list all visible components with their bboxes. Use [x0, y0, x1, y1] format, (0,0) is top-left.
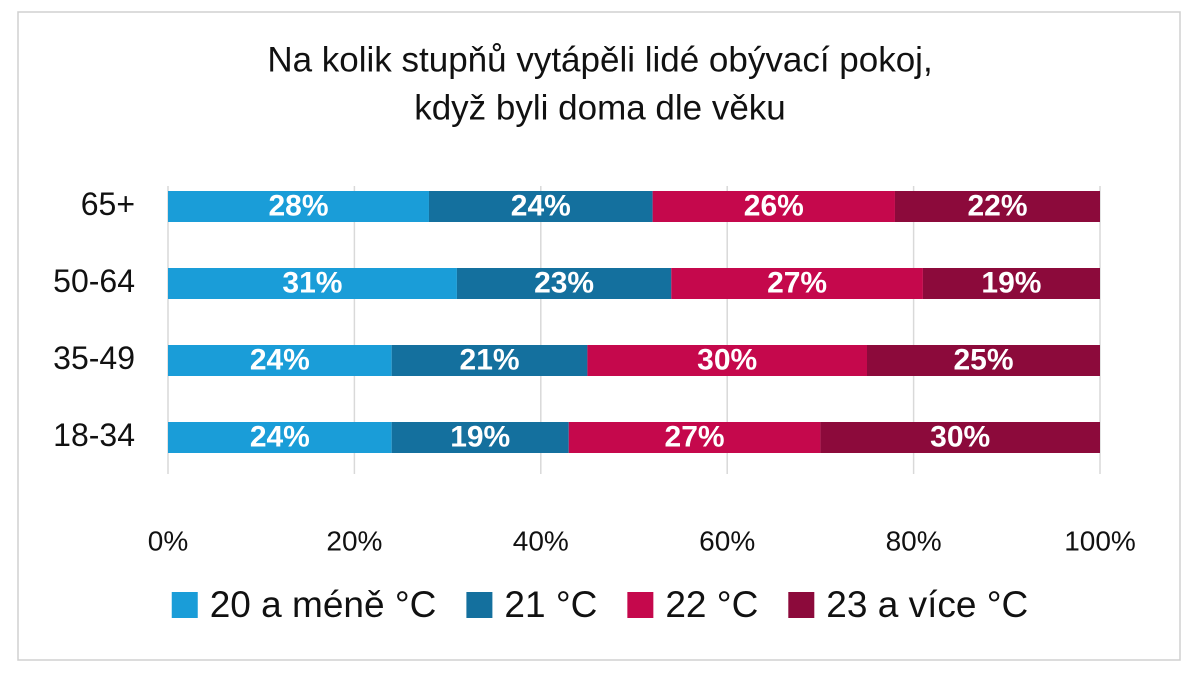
- bar-segment: [456, 268, 672, 299]
- bar-segment: [391, 345, 588, 376]
- value-label: 27%: [767, 266, 827, 299]
- x-tick-label: 20%: [326, 525, 382, 556]
- bars: 65+ 28% 24% 26% 22% 50-64 31% 23% 27% 19% 35-49 24%…: [53, 186, 1100, 453]
- legend-swatch: [171, 592, 198, 618]
- bar-segment: [671, 268, 923, 299]
- value-label: 30%: [930, 420, 990, 453]
- value-label: 24%: [250, 343, 310, 376]
- bar-segment: [168, 345, 392, 376]
- legend-swatch: [627, 592, 654, 618]
- legend-swatch: [466, 592, 493, 618]
- bar-segment: [922, 268, 1100, 299]
- chart-title: Na kolik stupňů vytápěli lidé obývací po…: [267, 40, 932, 79]
- bar-segment: [587, 345, 867, 376]
- chart-frame: [17, 11, 1181, 661]
- bar-segment: [820, 422, 1100, 453]
- value-label: 24%: [511, 189, 571, 222]
- x-tick-label: 100%: [1064, 525, 1136, 556]
- value-label: 24%: [250, 420, 310, 453]
- bar-segment: [652, 191, 895, 222]
- y-tick-label: 35-49: [53, 340, 135, 376]
- y-tick-label: 18-34: [53, 417, 135, 453]
- bar-segment: [168, 191, 429, 222]
- value-label: 25%: [953, 343, 1013, 376]
- bar-segment: [391, 422, 569, 453]
- bar-segment: [168, 422, 392, 453]
- legend-label: 21 °C: [504, 584, 597, 625]
- x-tick-label: 40%: [513, 525, 569, 556]
- value-label: 31%: [282, 266, 342, 299]
- value-label: 22%: [967, 189, 1027, 222]
- value-label: 23%: [534, 266, 594, 299]
- bar-segment: [168, 268, 457, 299]
- legend-label: 22 °C: [665, 584, 758, 625]
- y-tick-label: 65+: [81, 186, 135, 222]
- legend-swatch: [788, 592, 815, 618]
- legend-label: 20 a méně °C: [210, 584, 437, 625]
- legend-label: 23 a více °C: [826, 584, 1028, 625]
- x-tick-label: 0%: [148, 525, 188, 556]
- x-tick-label: 80%: [886, 525, 942, 556]
- bar-segment: [867, 345, 1100, 376]
- legend: 20 a méně °C 21 °C 22 °C 23 a více °C: [171, 584, 1028, 625]
- value-label: 26%: [744, 189, 804, 222]
- chart-title: když byli doma dle věku: [414, 88, 786, 127]
- value-label: 21%: [460, 343, 520, 376]
- bar-segment: [894, 191, 1100, 222]
- value-label: 19%: [450, 420, 510, 453]
- value-label: 30%: [697, 343, 757, 376]
- value-label: 27%: [665, 420, 725, 453]
- bar-segment: [568, 422, 821, 453]
- bar-segment: [428, 191, 653, 222]
- y-tick-label: 50-64: [53, 263, 135, 299]
- x-tick-label: 60%: [699, 525, 755, 556]
- value-label: 28%: [268, 189, 328, 222]
- value-label: 19%: [981, 266, 1041, 299]
